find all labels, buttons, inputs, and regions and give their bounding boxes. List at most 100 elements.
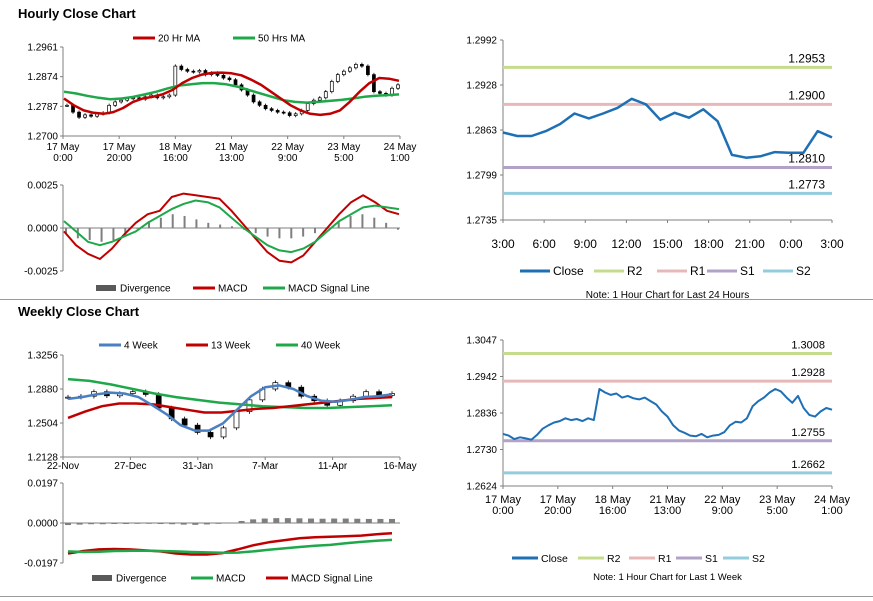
weekly-macd-divergence-bar bbox=[342, 518, 349, 523]
hourly-price-candle bbox=[233, 79, 238, 86]
weekly-macd-divergence-bar bbox=[261, 518, 268, 523]
weekly-price-candle bbox=[207, 432, 214, 438]
hourly-close-24h-close-line bbox=[502, 97, 833, 159]
hourly-close-24h-level-label: 1.2773 bbox=[788, 177, 825, 191]
hourly-macd-line bbox=[63, 192, 400, 264]
weekly-macd-divergence-bar bbox=[354, 518, 361, 523]
hourly-price-x-tick: 23 May 5:00 bbox=[327, 142, 360, 164]
weekly-macd-divergence-bar bbox=[99, 523, 106, 525]
hourly-macd-divergence-bar bbox=[254, 228, 257, 234]
weekly-close-1w-legend-r1-label: R1 bbox=[658, 553, 672, 565]
hourly-section-title: Hourly Close Chart bbox=[18, 6, 136, 21]
legend-4-week-label: 4 Week bbox=[124, 341, 159, 352]
hourly-price-candle bbox=[335, 74, 340, 82]
weekly-price-candle bbox=[363, 391, 369, 397]
hourly-macd-divergence-bar bbox=[183, 215, 186, 228]
hourly-price-y-tick: 1.2961 bbox=[27, 43, 58, 54]
weekly-price-x-tick: 11-Apr bbox=[318, 461, 348, 472]
weekly-close-1w-close-line bbox=[502, 388, 833, 441]
hourly-price-x-tick: 18 May 16:00 bbox=[159, 142, 192, 164]
hourly-price-candle bbox=[275, 110, 280, 113]
hourly-price-candle bbox=[354, 64, 358, 69]
hourly-price-candle bbox=[191, 70, 196, 73]
hourly-macd-divergence-bar bbox=[100, 228, 103, 242]
legend-weekly-macd-label: MACD bbox=[216, 574, 245, 585]
weekly-macd-divergence-bar bbox=[111, 523, 118, 525]
legend-40-week-label: 40 Week bbox=[301, 341, 341, 352]
weekly-price-candle bbox=[233, 411, 240, 429]
legend-weekly-divergence-swatch bbox=[92, 575, 112, 581]
hourly-price-candle bbox=[173, 65, 178, 96]
hourly-price-candle bbox=[83, 114, 87, 118]
weekly-macd-divergence-bar bbox=[238, 520, 245, 523]
hourly-price-candle bbox=[119, 99, 124, 103]
weekly-macd-divergence-bar bbox=[365, 518, 372, 523]
hourly-macd-divergence-bar bbox=[65, 228, 67, 234]
weekly-close-1w-x-tick: 23 May 5:00 bbox=[759, 494, 796, 517]
weekly-price-y-tick: 1.2880 bbox=[27, 385, 58, 396]
hourly-price-y-tick: 1.2787 bbox=[27, 102, 58, 113]
hourly-price-candle bbox=[185, 69, 190, 72]
hourly-price-candle bbox=[77, 111, 81, 118]
weekly-close-1w-legend-close-label: Close bbox=[541, 553, 568, 565]
hourly-macd-divergence-bar bbox=[148, 221, 150, 228]
hourly-macd-divergence-bar bbox=[361, 214, 364, 228]
weekly-close-1w-x-tick: 22 May 9:00 bbox=[704, 494, 741, 517]
hourly-close-24h-y-tick: 1.2928 bbox=[466, 81, 497, 92]
hourly-price-x-tick: 17 May 20:00 bbox=[103, 142, 136, 164]
weekly-macd-divergence-bar bbox=[308, 518, 314, 523]
hourly-macd-divergence-bar bbox=[314, 228, 316, 234]
weekly-macd-divergence-bar bbox=[331, 518, 338, 523]
weekly-close-1w-y-tick: 1.2624 bbox=[466, 482, 497, 493]
legend-hourly-signal-label: MACD Signal Line bbox=[288, 284, 370, 295]
hourly-price-candle bbox=[329, 81, 334, 93]
hourly-close-24h-x-tick: 18:00 bbox=[694, 237, 724, 251]
weekly-price-x-tick: 16-May bbox=[383, 461, 416, 472]
hourly-price-candle bbox=[287, 112, 292, 116]
hourly-close-24h-legend-s1-label: S1 bbox=[740, 264, 755, 278]
weekly-macd-divergence-bar bbox=[76, 523, 83, 525]
weekly-price-y-tick: 1.2128 bbox=[27, 453, 58, 464]
weekly-price-x-tick: 27-Dec bbox=[114, 461, 146, 472]
hourly-close-24h-legend-s2-label: S2 bbox=[796, 264, 811, 278]
weekly-price-x-tick: 7-Mar bbox=[252, 461, 279, 472]
hourly-price-candle bbox=[221, 74, 226, 79]
hourly-close-24h-x-tick: 15:00 bbox=[652, 237, 682, 251]
weekly-40w-line bbox=[67, 377, 393, 410]
weekly-close-1w-level-label: 1.2662 bbox=[791, 459, 825, 471]
weekly-close-1w-y-tick: 1.2942 bbox=[466, 372, 497, 383]
weekly-macd-divergence-bar bbox=[180, 523, 187, 525]
weekly-close-1w-legend-s1-label: S1 bbox=[705, 553, 718, 565]
hourly-close-24h-level-label: 1.2900 bbox=[788, 88, 825, 102]
weekly-close-1w-y-tick: 1.2836 bbox=[466, 409, 497, 420]
hourly-price-x-tick: 21 May 13:00 bbox=[215, 142, 248, 164]
weekly-close-1w-x-tick: 21 May 13:00 bbox=[649, 494, 686, 517]
weekly-macd-divergence-bar bbox=[215, 523, 222, 524]
weekly-close-1w-note: Note: 1 Hour Chart for Last 1 Week bbox=[593, 572, 742, 583]
weekly-price-candle bbox=[181, 418, 188, 426]
weekly-macd-line bbox=[67, 531, 393, 556]
hourly-close-24h-level-label: 1.2810 bbox=[788, 151, 825, 165]
weekly-macd-divergence-bar bbox=[122, 523, 129, 525]
hourly-price-candle bbox=[366, 65, 370, 75]
hourly-macd-divergence-bar bbox=[397, 228, 399, 230]
hourly-price-candle bbox=[251, 94, 256, 103]
section-divider bbox=[0, 299, 873, 300]
hourly-macd-divergence-bar bbox=[231, 226, 233, 228]
weekly-close-1w-level-label: 1.2928 bbox=[791, 367, 825, 379]
weekly-macd-divergence-bar bbox=[389, 518, 395, 523]
hourly-macd-divergence-bar bbox=[195, 219, 198, 228]
hourly-close-24h-y-tick: 1.2863 bbox=[466, 126, 497, 137]
hourly-price-candle bbox=[179, 65, 184, 70]
weekly-macd-divergence-bar bbox=[296, 518, 303, 523]
hourly-macd-y-tick: 0.0000 bbox=[27, 224, 58, 235]
weekly-macd-divergence-bar bbox=[146, 523, 152, 524]
hourly-close-24h-x-tick: 3:00 bbox=[491, 237, 515, 251]
hourly-price-candle bbox=[341, 70, 346, 75]
hourly-ma20-line bbox=[63, 71, 400, 117]
legend-hourly-divergence-swatch bbox=[96, 285, 116, 291]
weekly-price-candle bbox=[129, 391, 136, 394]
weekly-close-1w-x-tick: 17 May 20:00 bbox=[540, 494, 577, 517]
hourly-price-x-tick: 22 May 9:00 bbox=[271, 142, 304, 164]
hourly-macd-divergence-bar bbox=[266, 228, 269, 237]
